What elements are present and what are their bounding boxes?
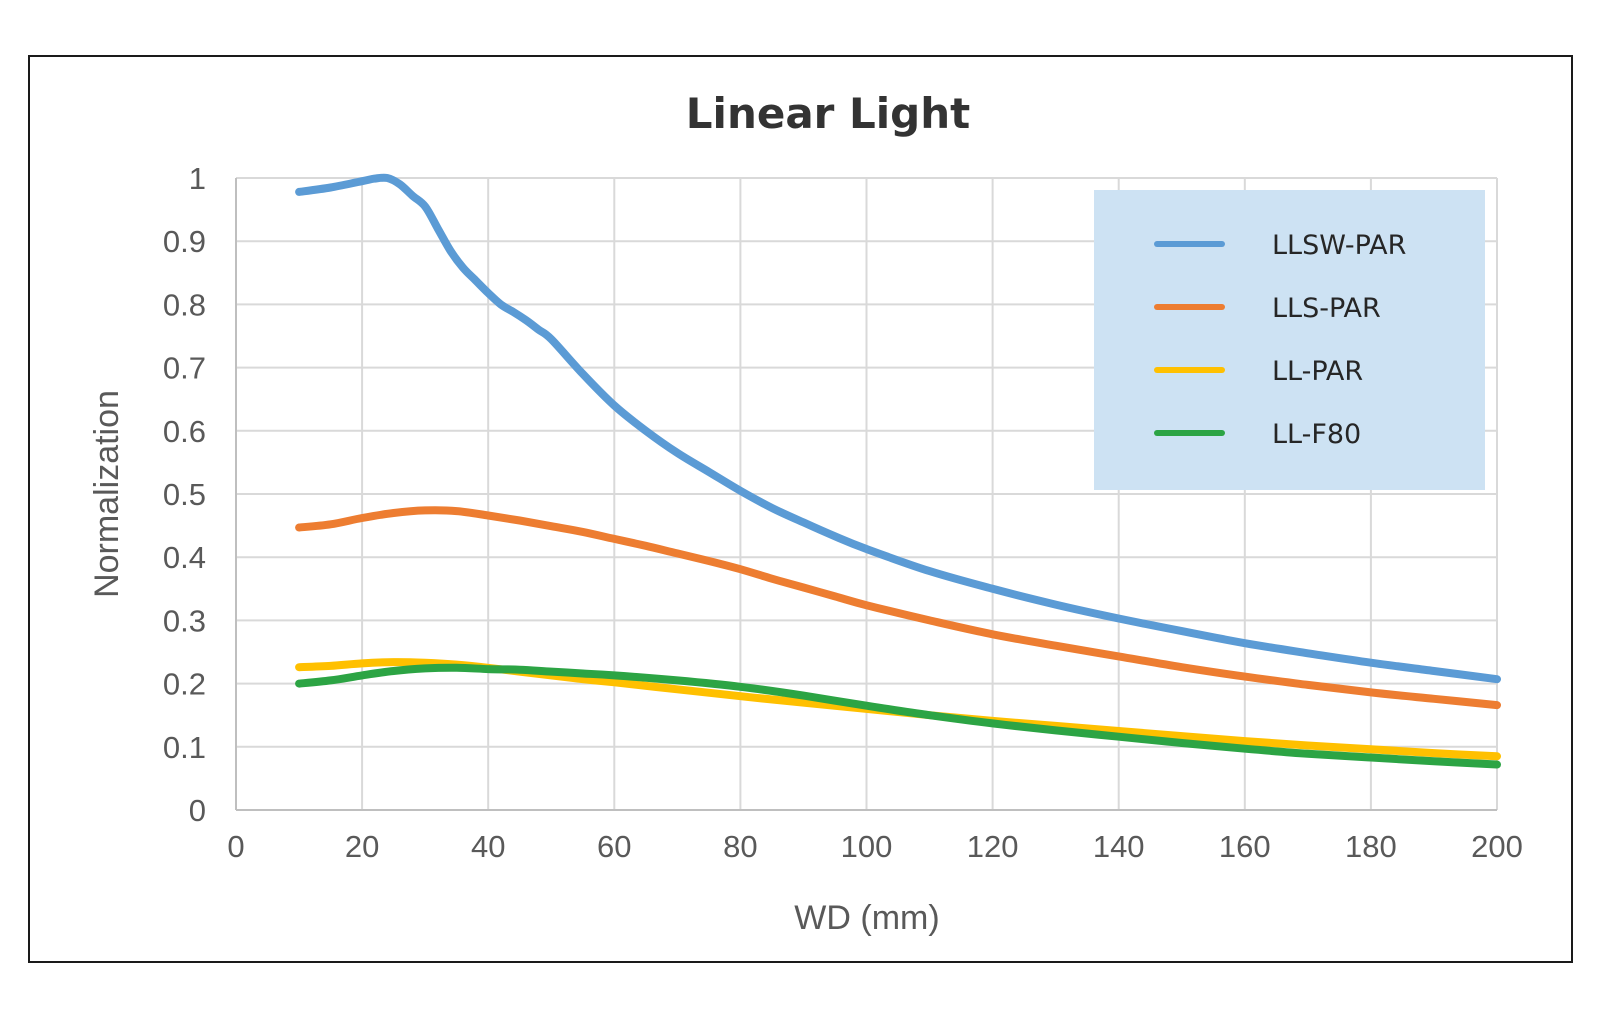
y-axis-title: Normalization — [88, 390, 126, 598]
legend-label: LL-PAR — [1272, 356, 1363, 387]
axes — [235, 178, 1497, 811]
x-tick-label: 40 — [471, 829, 505, 864]
legend-label: LLSW-PAR — [1272, 230, 1406, 261]
x-tick-label: 180 — [1345, 829, 1397, 864]
x-tick-label: 200 — [1471, 829, 1523, 864]
legend-background — [1094, 190, 1485, 490]
y-tick-label: 1 — [189, 161, 206, 196]
series-lines — [295, 173, 1501, 769]
y-tick-label: 0.9 — [163, 224, 206, 259]
legend-label: LL-F80 — [1272, 419, 1361, 450]
series-line-llsw-par — [295, 173, 1501, 684]
x-tick-label: 80 — [723, 829, 757, 864]
y-tick-label: 0.4 — [163, 540, 206, 575]
y-tick-label: 0.5 — [163, 477, 206, 512]
y-tick-label: 0.7 — [163, 351, 206, 386]
x-tick-labels: 0 20 40 60 80 100 120 140 160 180 200 — [227, 829, 1522, 864]
y-tick-label: 0.2 — [163, 667, 206, 702]
y-tick-label: 0.8 — [163, 287, 206, 322]
legend: LLSW-PAR LLS-PAR LL-PAR LL-F80 — [1094, 190, 1485, 490]
y-tick-label: 0.3 — [163, 603, 206, 638]
y-tick-label: 0.6 — [163, 414, 206, 449]
y-tick-label: 0 — [189, 793, 206, 828]
x-tick-label: 20 — [345, 829, 379, 864]
chart-title: Linear Light — [686, 89, 970, 138]
x-axis-title: WD (mm) — [794, 899, 939, 937]
x-tick-label: 160 — [1219, 829, 1271, 864]
series-line-ll-f80 — [295, 663, 1501, 769]
x-tick-label: 0 — [227, 829, 244, 864]
y-tick-label: 0.1 — [163, 730, 206, 765]
x-tick-label: 140 — [1093, 829, 1145, 864]
y-tick-labels: 0 0.1 0.2 0.3 0.4 0.5 0.6 0.7 0.8 0.9 1 — [163, 161, 206, 828]
x-tick-label: 120 — [967, 829, 1019, 864]
series-line-lls-par — [295, 506, 1501, 710]
series-line-ll-par — [295, 658, 1501, 761]
x-tick-label: 60 — [597, 829, 631, 864]
x-tick-label: 100 — [841, 829, 893, 864]
legend-label: LLS-PAR — [1272, 293, 1381, 324]
